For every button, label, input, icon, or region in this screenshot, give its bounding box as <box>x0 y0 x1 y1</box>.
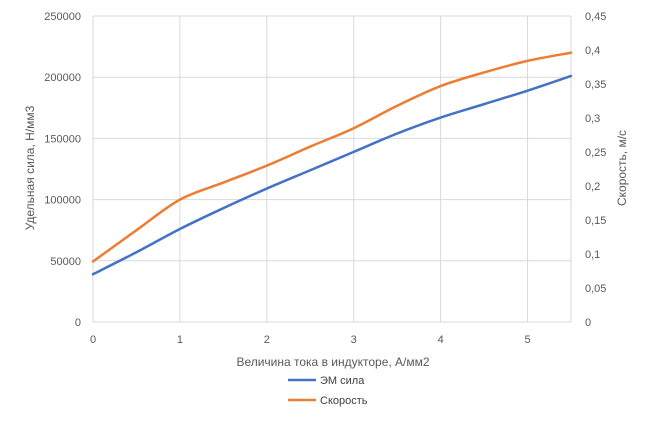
x-axis-ticks: 0 1 2 3 4 5 <box>90 334 531 346</box>
y-tick-label: 0 <box>75 317 81 329</box>
legend-label-speed: Скорость <box>320 395 368 407</box>
x-tick-label: 2 <box>264 334 270 346</box>
y2-tick-label: 0,05 <box>585 283 606 295</box>
x-tick-label: 4 <box>438 334 444 346</box>
x-tick-label: 3 <box>351 334 357 346</box>
legend-label-em: ЭМ сила <box>320 375 365 387</box>
y2-tick-label: 0,15 <box>585 215 606 227</box>
y-tick-label: 250000 <box>44 11 81 23</box>
x-tick-label: 1 <box>177 334 183 346</box>
y2-axis-title: Скорость, м/с <box>615 130 629 206</box>
y-tick-label: 50000 <box>50 256 81 268</box>
y-axis-ticks: 0 50000 100000 150000 200000 250000 <box>44 11 81 329</box>
y-axis-title: Удельная сила, Н/мм3 <box>23 105 37 230</box>
x-tick-label: 5 <box>524 334 530 346</box>
x-tick-label: 0 <box>90 334 96 346</box>
series-line-speed <box>91 51 573 263</box>
legend: ЭМ сила Скорость <box>288 375 368 407</box>
y-tick-label: 200000 <box>44 72 81 84</box>
y2-tick-label: 0,35 <box>585 79 606 91</box>
y2-tick-label: 0,25 <box>585 147 606 159</box>
y2-tick-label: 0,45 <box>585 11 606 23</box>
y2-tick-label: 0,3 <box>585 113 600 125</box>
grid <box>92 15 572 323</box>
series-line-em-force <box>91 74 573 276</box>
series-layer <box>91 51 573 276</box>
y2-axis-ticks: 0 0,05 0,1 0,15 0,2 0,25 0,3 0,35 0,4 0,45 <box>585 11 606 329</box>
y2-tick-label: 0,1 <box>585 249 600 261</box>
y-tick-label: 100000 <box>44 195 81 207</box>
y2-tick-label: 0 <box>585 317 591 329</box>
y2-tick-label: 0,2 <box>585 181 600 193</box>
x-axis-title: Величина тока в индукторе, А/мм2 <box>236 355 429 369</box>
y2-tick-label: 0,4 <box>585 45 600 57</box>
y-tick-label: 150000 <box>44 133 81 145</box>
